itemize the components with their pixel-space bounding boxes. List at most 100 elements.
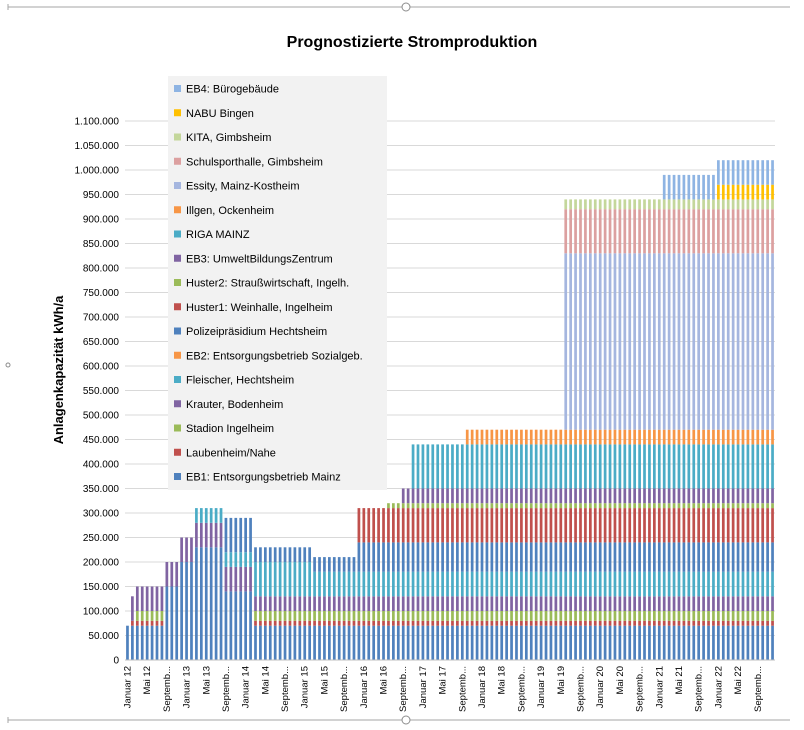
bar-segment	[584, 444, 587, 489]
bar-segment	[165, 586, 169, 660]
bar-segment	[618, 488, 622, 504]
x-tick-label: Januar 20	[595, 666, 606, 708]
bar-segment	[588, 625, 592, 660]
bar-segment	[574, 625, 577, 660]
bar-segment	[593, 429, 597, 445]
y-tick-label: 1.000.000	[75, 166, 120, 177]
bar-segment	[608, 596, 612, 611]
bar-segment	[145, 625, 149, 660]
bar-segment	[662, 444, 666, 489]
bar-segment	[490, 542, 494, 572]
bar-segment	[643, 620, 646, 626]
bar-segment	[717, 503, 720, 509]
bar-segment	[347, 611, 351, 621]
bar-segment	[328, 620, 331, 626]
bar-segment	[357, 625, 361, 660]
bar-segment	[495, 429, 499, 445]
bar-segment	[357, 542, 361, 572]
bar-segment	[451, 620, 454, 626]
x-tick-label: Septemb...	[635, 666, 646, 712]
bar-segment	[529, 542, 533, 572]
bar-segment	[411, 444, 415, 489]
bar-segment	[140, 625, 144, 660]
bar-segment	[308, 625, 312, 660]
bar-segment	[579, 429, 582, 445]
bar-segment	[588, 508, 592, 543]
bar-segment	[421, 503, 425, 509]
x-tick-label: Septemb...	[575, 666, 586, 712]
bar-segment	[569, 542, 572, 572]
bar-segment	[495, 625, 499, 660]
bar-segment	[746, 611, 750, 621]
bar-segment	[411, 596, 415, 611]
bar-segment	[564, 611, 568, 621]
bar-segment	[766, 542, 769, 572]
bar-segment	[559, 611, 563, 621]
y-tick-label: 700.000	[83, 313, 120, 324]
bar-segment	[490, 611, 494, 621]
bar-segment	[263, 620, 267, 626]
y-tick-label: 100.000	[83, 607, 120, 618]
bar-segment	[303, 596, 307, 611]
bar-segment	[135, 611, 139, 621]
bar-segment	[579, 488, 582, 504]
bar-segment	[677, 508, 681, 543]
bar-segment	[746, 429, 750, 445]
bar-segment	[717, 444, 720, 489]
bar-segment	[638, 209, 641, 254]
bar-segment	[544, 596, 548, 611]
bar-segment	[209, 508, 213, 523]
bar-segment	[382, 625, 385, 660]
bar-segment	[746, 160, 750, 185]
bar-segment	[756, 571, 760, 597]
bar-segment	[426, 542, 430, 572]
bar-segment	[662, 508, 666, 543]
y-tick-label: 600.000	[83, 362, 120, 373]
bar-segment	[362, 611, 366, 621]
bar-segment	[465, 596, 469, 611]
resize-handle-top[interactable]	[401, 2, 411, 12]
bar-segment	[771, 160, 774, 185]
bar-segment	[352, 596, 356, 611]
bar-segment	[588, 444, 592, 489]
bar-segment	[579, 253, 582, 430]
bar-segment	[367, 611, 371, 621]
bar-segment	[766, 571, 769, 597]
bar-segment	[726, 508, 730, 543]
bar-segment	[736, 199, 740, 210]
bar-segment	[677, 611, 681, 621]
bar-segment	[441, 444, 444, 489]
resize-handle-left[interactable]	[5, 362, 11, 368]
bar-segment	[643, 253, 646, 430]
bar-segment	[598, 429, 602, 445]
bar-segment	[667, 542, 671, 572]
bar-segment	[598, 611, 602, 621]
bar-segment	[554, 429, 558, 445]
bar-segment	[288, 611, 292, 621]
bar-segment	[569, 253, 572, 430]
bar-segment	[436, 444, 440, 489]
bar-segment	[692, 253, 696, 430]
bar-segment	[554, 596, 558, 611]
bar-segment	[411, 571, 415, 597]
bar-segment	[303, 620, 307, 626]
bar-segment	[224, 591, 228, 660]
bar-segment	[643, 503, 646, 509]
bar-segment	[712, 508, 715, 543]
resize-handle-bottom[interactable]	[401, 715, 411, 725]
bar-segment	[574, 571, 577, 597]
bar-segment	[510, 542, 513, 572]
x-tick-label: Mai 16	[379, 666, 390, 695]
bar-segment	[456, 571, 459, 597]
bar-segment	[623, 620, 627, 626]
bar-segment	[717, 199, 720, 210]
bar-segment	[170, 562, 174, 587]
bar-segment	[544, 503, 548, 509]
bar-segment	[692, 611, 696, 621]
bar-segment	[603, 625, 607, 660]
bar-segment	[549, 488, 553, 504]
bar-segment	[303, 611, 307, 621]
bar-segment	[672, 174, 676, 200]
bar-segment	[239, 552, 243, 567]
bar-segment	[268, 611, 272, 621]
